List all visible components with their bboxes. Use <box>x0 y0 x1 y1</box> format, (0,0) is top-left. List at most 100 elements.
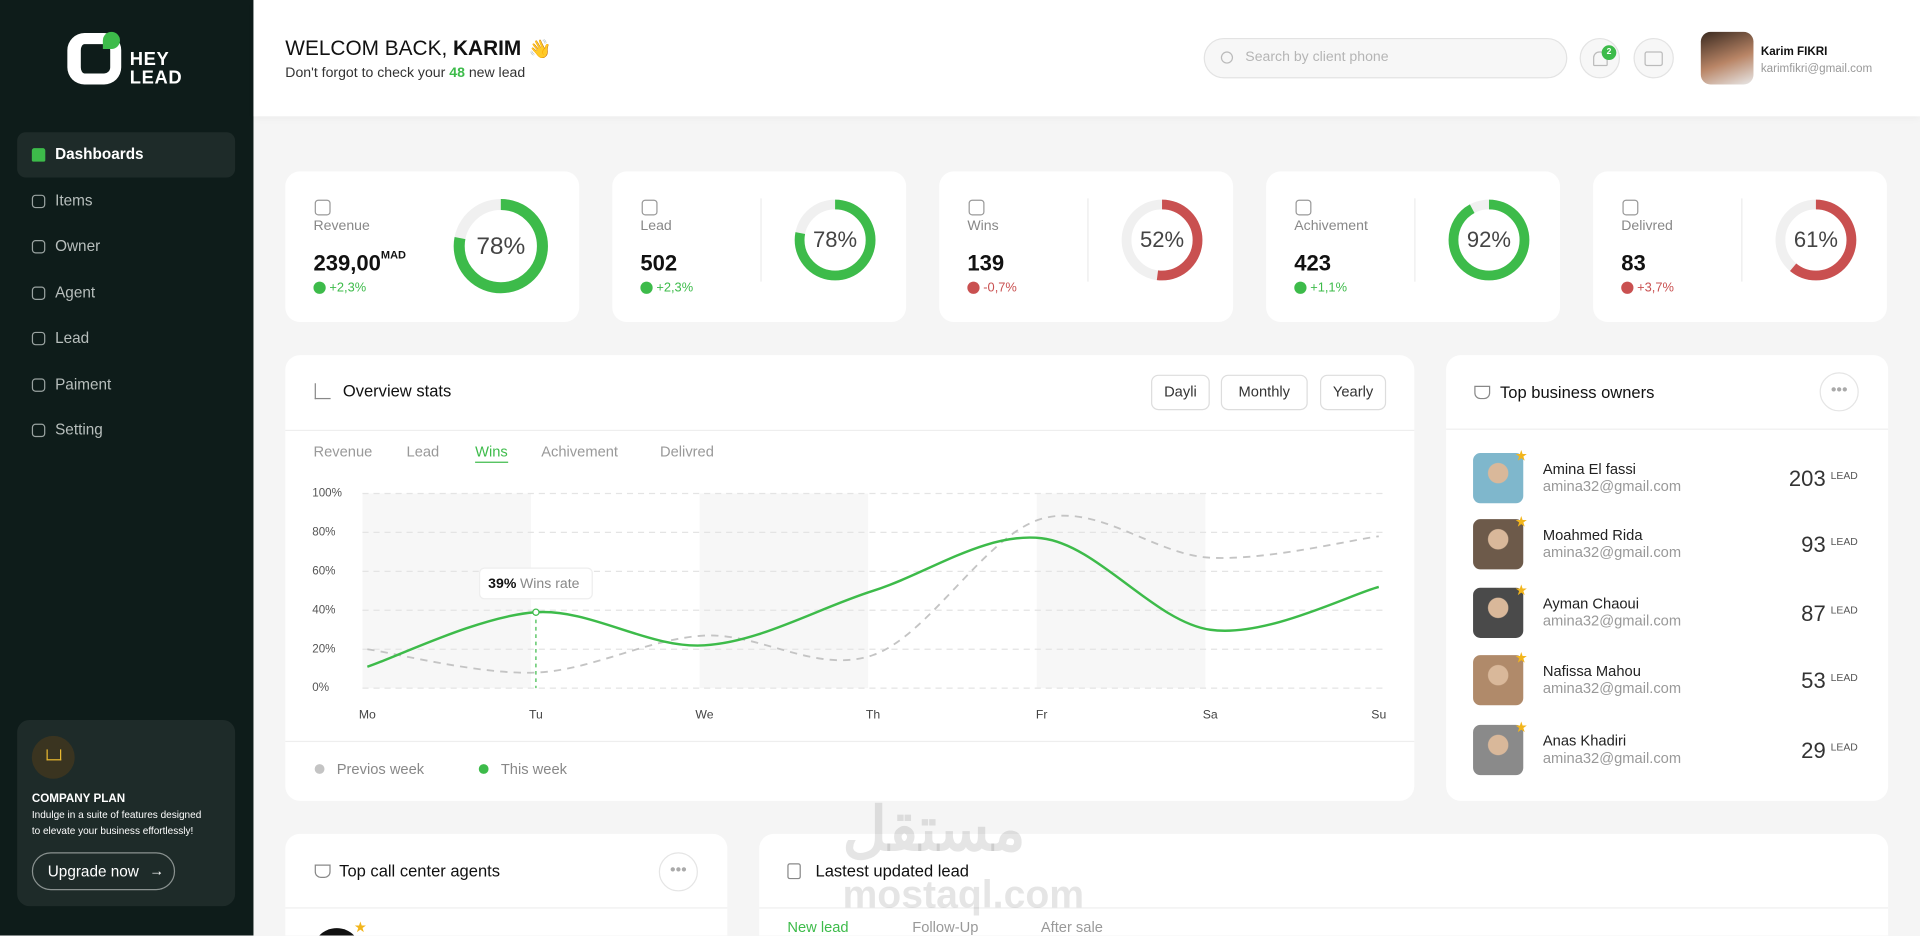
kpi-label: Wins <box>967 219 999 234</box>
kpi-number: 139 <box>967 251 1005 276</box>
owner-email: amina32@gmail.com <box>1542 477 1682 495</box>
kpi-change: +1,1% <box>1310 280 1348 296</box>
plan-title: COMPANY PLAN <box>31 792 126 806</box>
brand-line1: HEY <box>129 48 170 70</box>
kpi-divider <box>1414 198 1416 282</box>
owner-count: 87 <box>1801 601 1826 626</box>
menu-item[interactable]: Dashboards <box>55 145 144 163</box>
y-tick-label: 60% <box>312 564 335 577</box>
menu-item[interactable]: Items <box>55 191 93 209</box>
agents-icon <box>314 864 331 878</box>
period-button[interactable]: Dayli <box>1151 374 1210 411</box>
sidebar: HEY LEAD Dashboards Items Owner Agent Lead Paim… <box>0 0 254 936</box>
owner-unit: LEAD <box>1830 603 1858 616</box>
legend-dot <box>314 764 325 774</box>
kpi-card <box>1266 171 1561 323</box>
period-button[interactable]: Monthly <box>1220 374 1308 411</box>
notification-button[interactable]: 2 <box>1579 37 1621 79</box>
menu-icon <box>31 285 46 300</box>
menu-item[interactable]: Owner <box>55 237 101 255</box>
agent-avatar <box>312 928 362 936</box>
legend-label: Previos week <box>336 760 425 778</box>
lead-tab[interactable]: New lead <box>787 918 849 936</box>
period-button[interactable]: Yearly <box>1320 374 1387 411</box>
owner-star: ★ <box>1514 513 1528 531</box>
subtitle-count: 48 <box>449 66 465 81</box>
subtitle-text: new lead <box>464 66 526 81</box>
ring-label: 92% <box>1467 227 1511 252</box>
leads-divider <box>759 907 1889 909</box>
kpi-divider <box>1741 198 1743 282</box>
overview-icon <box>314 383 331 400</box>
legend-divider <box>285 740 1415 743</box>
agents-title: Top call center agents <box>339 862 501 881</box>
kpi-ring: 61% <box>1775 199 1857 281</box>
metric-tab[interactable]: Lead <box>406 443 440 461</box>
x-tick-label: Sa <box>1203 707 1218 721</box>
y-tick-label: 0% <box>312 681 329 694</box>
kpi-trend-icon <box>967 281 980 294</box>
owner-count: 53 <box>1801 668 1826 694</box>
metric-tab[interactable]: Achivement <box>541 443 619 461</box>
notification-badge: 2 <box>1601 45 1617 61</box>
metric-tab[interactable]: Wins <box>475 443 508 463</box>
x-tick-label: We <box>695 707 713 721</box>
watermark-latin: mostaql.com <box>842 871 1085 916</box>
annotation-text: Wins rate <box>520 575 580 591</box>
menu-item[interactable]: Paiment <box>55 375 112 393</box>
owner-unit: LEAD <box>1830 671 1858 684</box>
more-button[interactable]: ••• <box>658 852 698 892</box>
annotation: 39% Wins rate <box>488 575 579 591</box>
kpi-change: +2,3% <box>329 280 367 296</box>
kpi-ring: 92% <box>1448 199 1530 281</box>
kpi-icon <box>968 199 985 216</box>
menu-item[interactable]: Agent <box>55 283 96 301</box>
overview-chart: 0% 20% 40% 60% 80% 100% Mo Tu We Th Fr Sa Su 39% Wins … <box>312 487 1386 722</box>
kpi-ring: 78% <box>453 198 548 294</box>
search-box[interactable]: Search by client phone <box>1203 37 1568 79</box>
x-tick-label: Th <box>866 707 880 721</box>
kpi-trend-icon <box>640 281 653 294</box>
owners-icon <box>1474 385 1491 400</box>
annotation-value: 39% <box>488 575 517 591</box>
greeting-text: WELCOM BACK, <box>285 36 454 61</box>
kpi-number: 83 <box>1621 251 1646 276</box>
subtitle-text: Don't forgot to check your <box>285 66 450 81</box>
lead-tab[interactable]: After sale <box>1040 918 1103 936</box>
owner-avatar <box>1473 724 1524 776</box>
owner-email: amina32@gmail.com <box>1542 749 1682 767</box>
greeting-name: KARIM <box>453 36 522 61</box>
owner-count: 203 <box>1788 466 1826 492</box>
kpi-number: 239,00 <box>313 251 381 276</box>
agents-divider <box>285 907 728 909</box>
y-tick-label: 100% <box>312 487 342 500</box>
greeting-emoji: 👋 <box>528 39 552 61</box>
upgrade-button[interactable]: Upgrade now → <box>31 852 176 891</box>
owner-avatar <box>1473 587 1524 638</box>
menu-icon <box>31 240 46 254</box>
leads-icon <box>787 863 801 880</box>
plan-crown <box>46 749 62 761</box>
kpi-card <box>285 171 580 323</box>
menu-active-bg <box>17 132 236 178</box>
kpi-icon <box>1295 199 1312 216</box>
legend-dot <box>478 764 489 774</box>
kpi-trend-icon <box>313 281 326 294</box>
menu-item[interactable]: Lead <box>55 329 90 347</box>
subtitle: Don't forgot to check your 48 new lead <box>285 66 525 81</box>
kpi-change: +2,3% <box>656 280 694 296</box>
owner-avatar <box>1473 519 1524 570</box>
messages-button[interactable] <box>1633 37 1674 79</box>
kpi-number: 502 <box>640 251 678 276</box>
menu-item[interactable]: Setting <box>55 421 103 439</box>
annotation-point <box>532 608 540 616</box>
user-avatar <box>1700 31 1754 85</box>
metric-tab[interactable]: Revenue <box>313 443 373 461</box>
kpi-ring: 78% <box>794 199 876 281</box>
lead-tab[interactable]: Follow-Up <box>912 918 979 936</box>
message-icon <box>1644 51 1663 67</box>
metric-tab[interactable]: Delivred <box>660 443 714 461</box>
more-button[interactable]: ••• <box>1819 372 1859 412</box>
brand-line2: LEAD <box>129 67 183 89</box>
